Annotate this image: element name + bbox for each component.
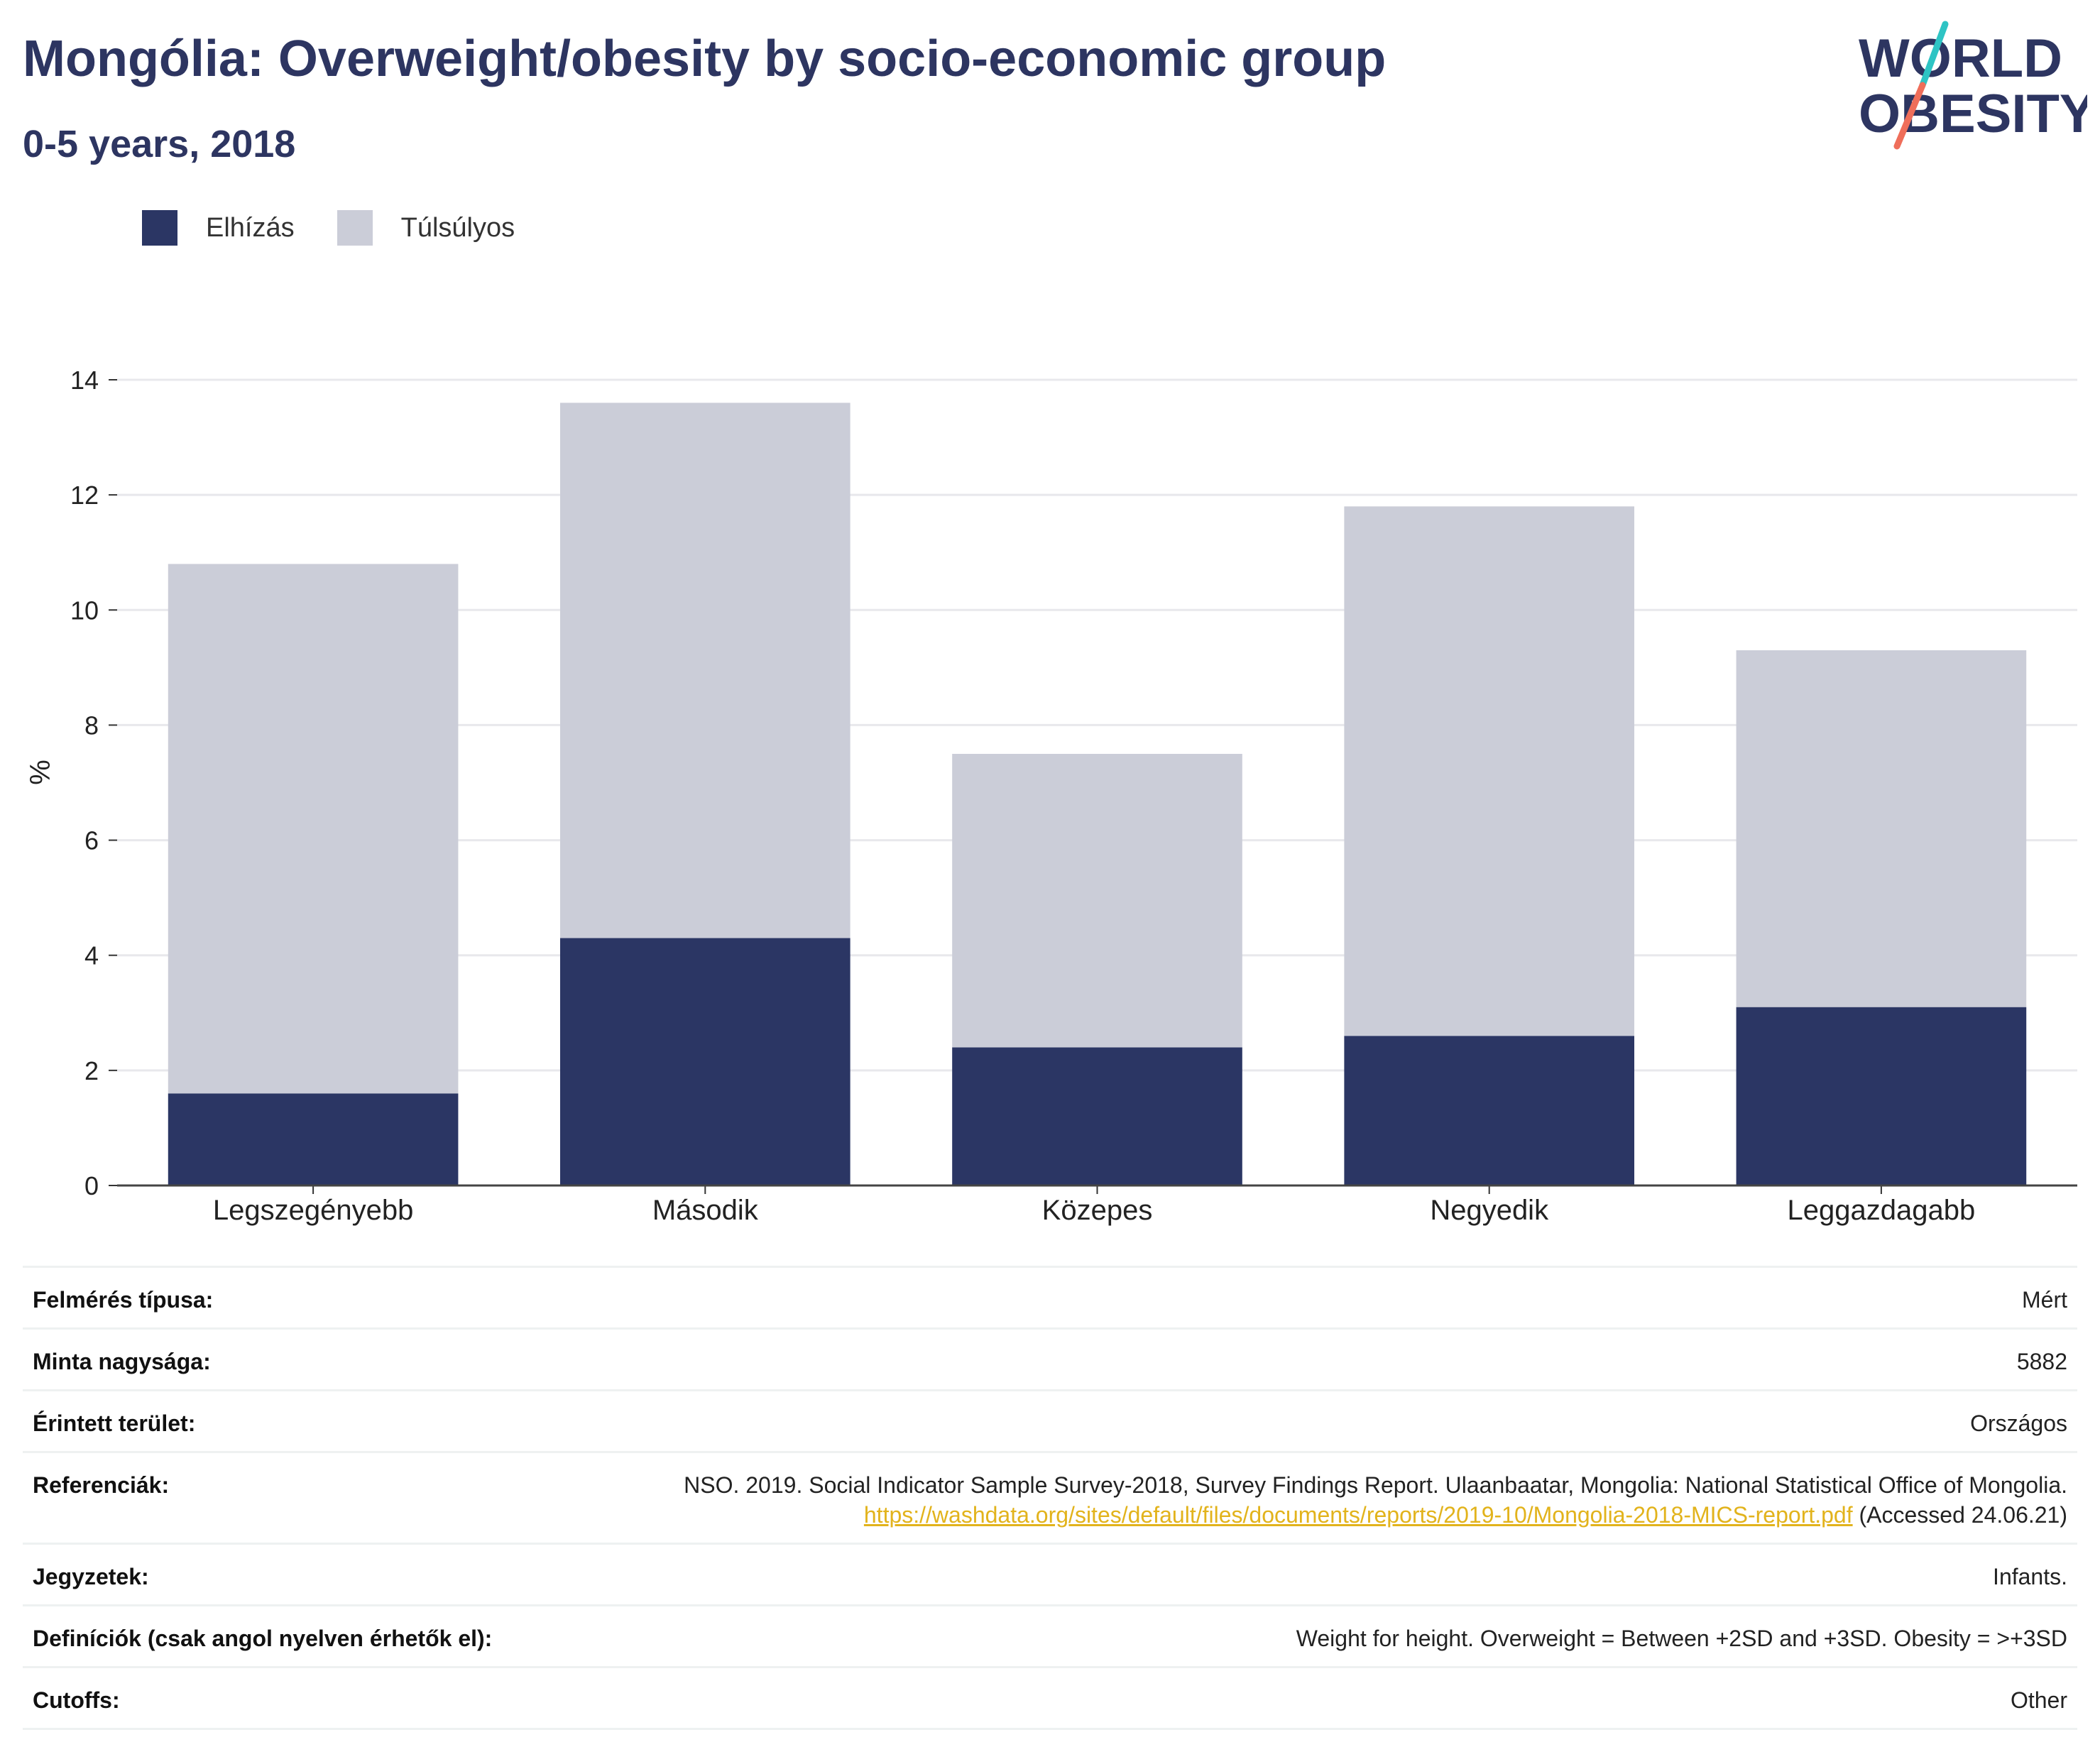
info-label: Cutoffs: bbox=[33, 1687, 120, 1713]
info-label: Referenciák: bbox=[33, 1472, 170, 1498]
info-value: Országos bbox=[1970, 1411, 2067, 1436]
bar-obesity[interactable] bbox=[559, 938, 851, 1185]
bar-overweight[interactable] bbox=[1344, 506, 1635, 1036]
x-tick-label: Legszegényebb bbox=[213, 1195, 413, 1226]
info-row-references: Referenciák: NSO. 2019. Social Indicator… bbox=[23, 1453, 2077, 1545]
info-row-area: Érintett terület: Országos bbox=[23, 1391, 2077, 1453]
axes: 0 2 4 6 8 10 12 14 Legszegényebb Második Közepes Ne… bbox=[70, 366, 2077, 1226]
legend-label-obesity: Elhízás bbox=[206, 212, 295, 243]
chart-title: Mongólia: Overweight/obesity by socio-ec… bbox=[23, 31, 1387, 87]
y-tick-label: 4 bbox=[84, 941, 99, 970]
info-value: Other bbox=[2010, 1687, 2067, 1713]
x-tick-label: Leggazdagabb bbox=[1788, 1195, 1976, 1226]
info-label: Jegyzetek: bbox=[33, 1564, 149, 1589]
x-tick-label: Negyedik bbox=[1430, 1195, 1549, 1226]
logo-slash-top bbox=[1919, 21, 1949, 89]
y-tick-label: 0 bbox=[84, 1171, 99, 1200]
chart-legend: Elhízás Túlsúlyos bbox=[142, 210, 557, 246]
chart-subtitle: 0-5 years, 2018 bbox=[23, 123, 296, 165]
bar-obesity[interactable] bbox=[952, 1047, 1242, 1185]
info-label: Minta nagysága: bbox=[33, 1349, 211, 1374]
y-axis-label: % bbox=[25, 760, 56, 785]
y-tick-label: 14 bbox=[70, 366, 99, 395]
info-value-references: NSO. 2019. Social Indicator Sample Surve… bbox=[576, 1470, 2067, 1530]
info-label: Érintett terület: bbox=[33, 1411, 196, 1436]
info-row-sample-size: Minta nagysága: 5882 bbox=[23, 1330, 2077, 1391]
bar-obesity[interactable] bbox=[168, 1093, 459, 1185]
bar-overweight[interactable] bbox=[168, 564, 459, 1094]
bar-obesity[interactable] bbox=[1736, 1007, 2027, 1185]
bars bbox=[168, 402, 2027, 1185]
logo-line1: WORLD bbox=[1859, 28, 2062, 89]
legend-item-overweight[interactable]: Túlsúlyos bbox=[337, 210, 515, 246]
x-tick-label: Közepes bbox=[1042, 1195, 1153, 1226]
info-label: Felmérés típusa: bbox=[33, 1287, 214, 1313]
reference-link[interactable]: https://washdata.org/sites/default/files… bbox=[863, 1502, 1853, 1528]
reference-text: NSO. 2019. Social Indicator Sample Surve… bbox=[684, 1472, 2067, 1498]
y-tick-label: 10 bbox=[70, 596, 99, 625]
legend-swatch-obesity bbox=[142, 210, 177, 246]
x-tick-label: Második bbox=[652, 1195, 759, 1226]
bar-overweight[interactable] bbox=[1736, 650, 2027, 1007]
y-tick-label: 6 bbox=[84, 826, 99, 855]
stacked-bar-chart: 0 2 4 6 8 10 12 14 Legszegényebb Második Közepes Ne… bbox=[25, 366, 2077, 1226]
reference-accessed: (Accessed 24.06.21) bbox=[1859, 1502, 2068, 1528]
world-obesity-logo: WORLD OBESITY bbox=[1859, 21, 2087, 150]
info-row-definitions: Definíciók (csak angol nyelven érhetők e… bbox=[23, 1606, 2077, 1668]
info-value: Weight for height. Overweight = Between … bbox=[1296, 1626, 2067, 1651]
logo-line2: OBESITY bbox=[1859, 84, 2087, 144]
info-value: Infants. bbox=[1993, 1564, 2067, 1589]
y-tick-label: 8 bbox=[84, 711, 99, 740]
logo-slash-bottom bbox=[1893, 82, 1926, 150]
info-row-cutoffs: Cutoffs: Other bbox=[23, 1668, 2077, 1730]
y-tick-label: 12 bbox=[70, 481, 99, 510]
info-value: Mért bbox=[2022, 1287, 2067, 1313]
bar-obesity[interactable] bbox=[1344, 1036, 1635, 1185]
bar-overweight[interactable] bbox=[559, 402, 851, 938]
legend-item-obesity[interactable]: Elhízás bbox=[142, 210, 295, 246]
info-row-notes: Jegyzetek: Infants. bbox=[23, 1545, 2077, 1606]
info-label: Definíciók (csak angol nyelven érhetők e… bbox=[33, 1626, 493, 1651]
y-tick-label: 2 bbox=[84, 1056, 99, 1085]
legend-label-overweight: Túlsúlyos bbox=[400, 212, 515, 243]
bar-overweight[interactable] bbox=[952, 753, 1242, 1048]
info-table: Felmérés típusa: Mért Minta nagysága: 58… bbox=[23, 1266, 2077, 1730]
legend-swatch-overweight bbox=[337, 210, 373, 246]
info-value: 5882 bbox=[2016, 1349, 2067, 1374]
info-row-survey-type: Felmérés típusa: Mért bbox=[23, 1268, 2077, 1330]
